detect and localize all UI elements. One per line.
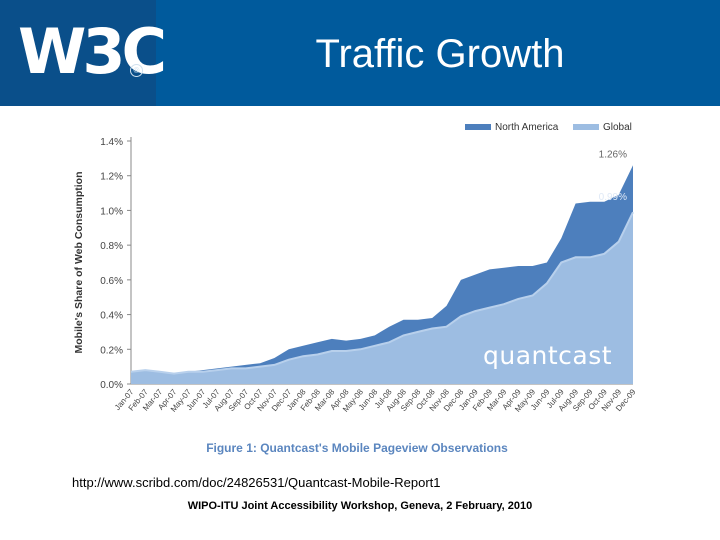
y-tick-label: 0.4% xyxy=(100,311,123,322)
data-point xyxy=(274,364,276,366)
data-point xyxy=(561,262,563,264)
data-point xyxy=(575,203,577,205)
data-point xyxy=(561,237,563,239)
data-point xyxy=(575,257,577,259)
data-point xyxy=(216,369,218,371)
end-label-global: 0.99% xyxy=(599,192,627,203)
series-area-global xyxy=(131,212,633,384)
data-point xyxy=(317,342,319,344)
data-point xyxy=(446,305,448,307)
data-point xyxy=(474,274,476,276)
data-point xyxy=(632,165,634,167)
data-point xyxy=(589,201,591,203)
data-point xyxy=(589,257,591,259)
y-tick-label: 1.0% xyxy=(100,206,123,217)
data-point xyxy=(317,354,319,356)
data-point xyxy=(403,335,405,337)
area-chart: 0.0% 0.2% 0.4% 0.6% 0.8% 1.0% 1.2% 1.4% Mobile's… xyxy=(73,122,638,455)
data-point xyxy=(460,279,462,281)
data-point xyxy=(145,369,147,371)
y-axis-label: Mobile's Share of Web Consumption xyxy=(73,172,85,354)
data-point xyxy=(618,241,620,243)
data-point xyxy=(188,371,190,373)
data-point xyxy=(374,345,376,347)
data-point xyxy=(302,345,304,347)
data-point xyxy=(345,340,347,342)
data-point xyxy=(202,371,204,373)
data-point xyxy=(331,338,333,340)
series-line-global xyxy=(130,211,634,375)
data-point xyxy=(274,357,276,359)
data-point xyxy=(474,310,476,312)
end-label-north-america: 1.26% xyxy=(599,149,627,160)
data-point xyxy=(532,265,534,267)
data-point xyxy=(259,362,261,364)
data-point xyxy=(388,342,390,344)
data-point xyxy=(431,317,433,319)
data-point xyxy=(130,371,132,373)
data-point xyxy=(288,349,290,351)
data-point xyxy=(345,350,347,352)
slide-header: W3C ® Traffic Growth xyxy=(0,0,720,106)
data-point xyxy=(202,369,204,371)
data-point xyxy=(245,364,247,366)
data-point xyxy=(546,262,548,264)
chart-figure: 0.0% 0.2% 0.4% 0.6% 0.8% 1.0% 1.2% 1.4% Mobile's… xyxy=(65,116,649,462)
data-point xyxy=(489,307,491,309)
data-point xyxy=(231,368,233,370)
quantcast-watermark: quantcast xyxy=(483,341,612,370)
data-point xyxy=(403,319,405,321)
legend-label: Global xyxy=(603,122,632,133)
data-point xyxy=(331,350,333,352)
data-point xyxy=(503,267,505,269)
data-point xyxy=(159,371,161,373)
legend-swatch xyxy=(573,124,599,130)
data-point xyxy=(518,265,520,267)
data-point xyxy=(245,368,247,370)
data-point xyxy=(489,269,491,271)
footer-bar: WIPO-ITU Joint Accessibility Workshop, G… xyxy=(0,500,720,512)
data-point xyxy=(518,298,520,300)
data-point xyxy=(604,253,606,255)
data-point xyxy=(374,335,376,337)
data-point xyxy=(546,283,548,285)
data-point xyxy=(503,303,505,305)
data-point xyxy=(173,373,175,375)
legend-swatch xyxy=(465,124,491,130)
y-tick-label: 0.0% xyxy=(100,380,123,391)
data-point xyxy=(417,319,419,321)
y-tick-label: 0.8% xyxy=(100,241,123,252)
data-point xyxy=(288,359,290,361)
figure-caption: Figure 1: Quantcast's Mobile Pageview Ob… xyxy=(206,441,508,455)
w3c-logo[interactable]: W3C ® xyxy=(0,0,167,106)
data-point xyxy=(360,338,362,340)
y-tick-label: 1.2% xyxy=(100,172,123,183)
data-point xyxy=(145,371,147,373)
data-point xyxy=(460,316,462,318)
w3c-logo-text: W3C xyxy=(18,15,167,88)
data-point xyxy=(446,326,448,328)
registered-mark-icon: ® xyxy=(130,64,143,77)
data-point xyxy=(231,366,233,368)
data-point xyxy=(259,366,261,368)
data-point xyxy=(302,355,304,357)
data-point xyxy=(632,211,634,213)
footer-text: WIPO-ITU Joint Accessibility Workshop, G… xyxy=(187,500,533,512)
data-point xyxy=(417,331,419,333)
y-tick-label: 0.2% xyxy=(100,345,123,356)
y-tick-label: 0.6% xyxy=(100,276,123,287)
data-point xyxy=(532,295,534,297)
data-point xyxy=(216,368,218,370)
data-point xyxy=(431,328,433,330)
legend-label: North America xyxy=(495,122,559,133)
y-tick-label: 1.4% xyxy=(100,137,123,148)
data-point xyxy=(388,326,390,328)
slide-title: Traffic Growth xyxy=(315,32,565,76)
data-point xyxy=(360,349,362,351)
source-url[interactable]: http://www.scribd.com/doc/24826531/Quant… xyxy=(72,475,441,490)
